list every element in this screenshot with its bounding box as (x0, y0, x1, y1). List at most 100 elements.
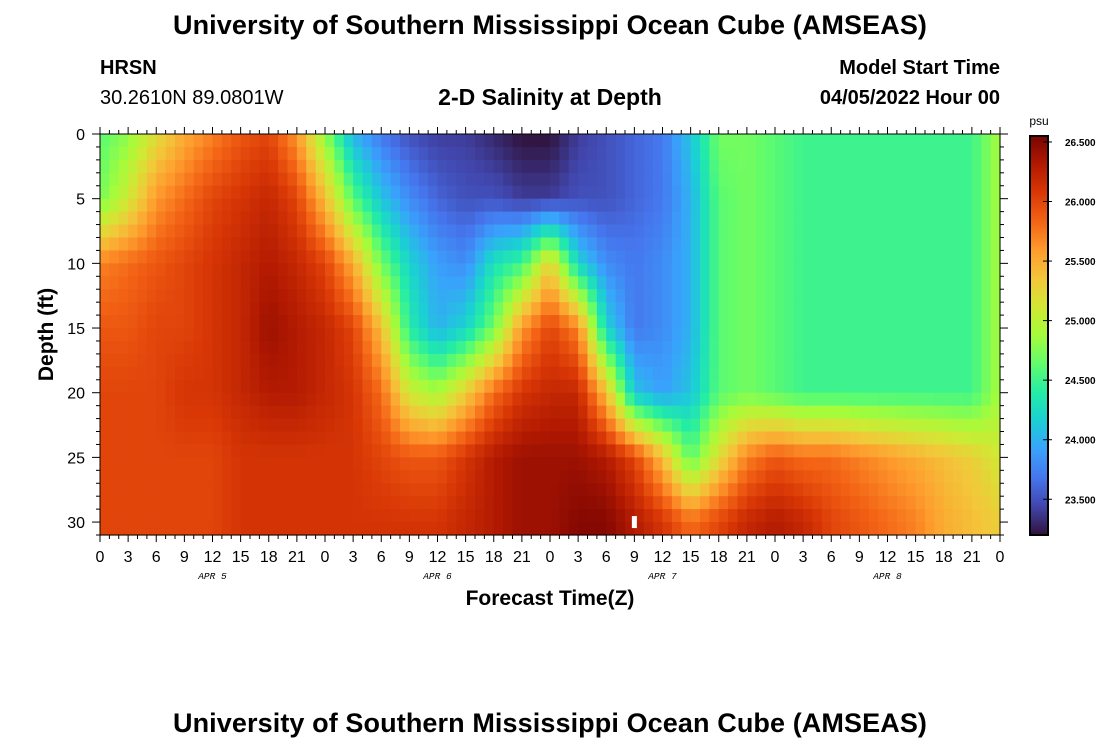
heatmap-cell (550, 353, 560, 368)
heatmap-cell (606, 328, 617, 342)
heatmap-cell (925, 509, 935, 523)
heatmap-cell (428, 159, 439, 174)
heatmap-cell (662, 431, 673, 446)
heatmap-cell (400, 224, 410, 239)
heatmap-cell (746, 263, 757, 277)
heatmap-cell (315, 302, 326, 316)
y-tick-label: 10 (67, 256, 85, 273)
heatmap-cell (925, 172, 935, 187)
heatmap-cell (231, 211, 242, 226)
heatmap-cell (306, 276, 317, 290)
heatmap-cell (662, 172, 673, 187)
heatmap-cell (653, 172, 664, 187)
heatmap-cell (596, 134, 607, 148)
heatmap-cell (212, 444, 223, 458)
heatmap-cell (643, 237, 654, 252)
heatmap-cell (418, 237, 429, 252)
heatmap-cell (662, 392, 673, 407)
heatmap-cell (203, 250, 214, 264)
heatmap-cell (128, 302, 139, 316)
heatmap-cell (456, 379, 467, 394)
heatmap-cell (803, 509, 814, 523)
heatmap-cell (953, 470, 964, 484)
heatmap-cell (878, 418, 889, 433)
heatmap-cell (484, 392, 495, 407)
heatmap-cell (540, 353, 551, 368)
heatmap-cell (568, 198, 579, 213)
heatmap-cell (390, 379, 401, 394)
heatmap-cell (746, 340, 757, 355)
heatmap-cell (765, 276, 776, 290)
heatmap-cell (990, 185, 1001, 200)
heatmap-cell (512, 263, 523, 277)
heatmap-cell (887, 289, 898, 303)
heatmap-cell (165, 198, 176, 213)
heatmap-cell (859, 522, 870, 536)
heatmap-cell (550, 522, 560, 536)
heatmap-cell (325, 328, 335, 342)
heatmap-cell (409, 211, 420, 226)
heatmap-cell (259, 470, 270, 484)
heatmap-cell (165, 509, 176, 523)
heatmap-cell (718, 366, 729, 381)
heatmap-cell (118, 470, 129, 484)
heatmap-cell (681, 431, 692, 446)
heatmap-cell (203, 276, 214, 290)
heatmap-cell (231, 276, 242, 290)
heatmap-cell (981, 392, 992, 407)
heatmap-cell (746, 379, 757, 394)
heatmap-cell (915, 289, 926, 303)
heatmap-cell (203, 185, 214, 200)
x-tick-label: 15 (682, 549, 700, 566)
heatmap-cell (840, 353, 851, 368)
heatmap-cell (184, 483, 195, 497)
heatmap-cell (831, 315, 842, 329)
colorbar-tick-label: 25.500 (1065, 257, 1096, 268)
heatmap-cell (428, 211, 439, 226)
heatmap-cell (100, 185, 110, 200)
heatmap-cell (709, 328, 720, 342)
heatmap-cell (981, 237, 992, 252)
model-start-value: 04/05/2022 Hour 00 (819, 87, 1000, 109)
heatmap-cell (587, 185, 598, 200)
heatmap-cell (306, 392, 317, 407)
heatmap-cell (287, 392, 298, 407)
heatmap-cell (925, 315, 935, 329)
heatmap-cell (362, 185, 373, 200)
heatmap-cell (681, 328, 692, 342)
heatmap-cell (850, 379, 860, 394)
heatmap-cell (775, 250, 785, 264)
heatmap-cell (137, 134, 148, 148)
heatmap-cell (578, 496, 589, 510)
heatmap-cell (615, 146, 626, 161)
heatmap-cell (840, 392, 851, 407)
heatmap-cell (400, 392, 410, 407)
heatmap-cell (212, 509, 223, 523)
heatmap-cell (568, 328, 579, 342)
heatmap-cell (981, 159, 992, 174)
heatmap-cell (343, 198, 354, 213)
heatmap-cell (521, 353, 532, 368)
heatmap-cell (165, 172, 176, 187)
heatmap-cell (596, 250, 607, 264)
heatmap-cell (971, 315, 982, 329)
heatmap-cell (381, 134, 392, 148)
heatmap-cell (531, 379, 542, 394)
heatmap-cell (606, 457, 617, 471)
colorbar-tick-label: 24.500 (1065, 376, 1096, 387)
heatmap-cell (662, 379, 673, 394)
heatmap-cell (718, 263, 729, 277)
heatmap-cell (737, 302, 748, 316)
heatmap-cell (606, 146, 617, 161)
heatmap-cell (634, 353, 645, 368)
heatmap-cell (353, 134, 364, 148)
heatmap-cell (718, 250, 729, 264)
heatmap-cell (775, 496, 785, 510)
heatmap-cell (634, 392, 645, 407)
heatmap-cell (334, 431, 345, 446)
heatmap-cell (315, 340, 326, 355)
heatmap-cell (343, 302, 354, 316)
heatmap-cell (681, 276, 692, 290)
heatmap-cell (540, 172, 551, 187)
heatmap-cell (578, 366, 589, 381)
